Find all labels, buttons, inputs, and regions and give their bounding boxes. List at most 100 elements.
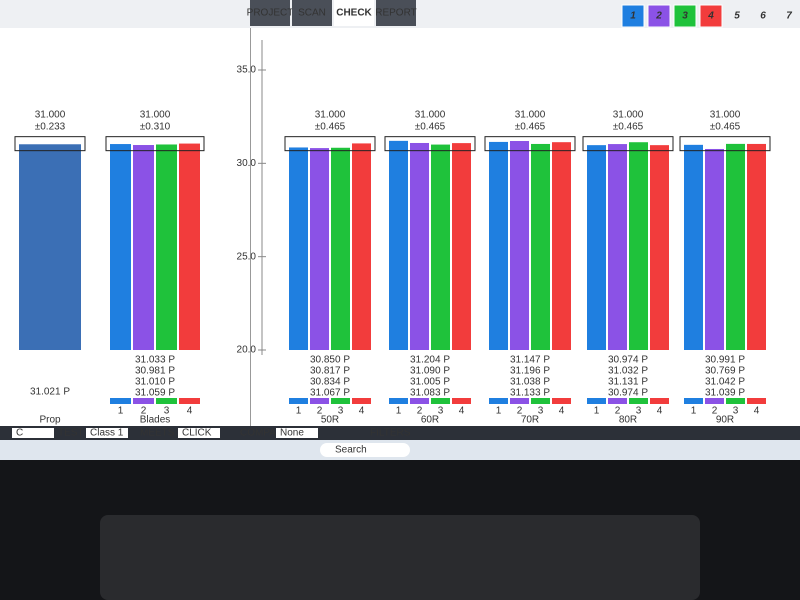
tolerance: ±0.465 xyxy=(613,121,644,132)
target: 31.000 xyxy=(613,109,644,120)
target: 31.000 xyxy=(35,109,66,120)
toolbar-text[interactable]: CLICK xyxy=(182,428,212,439)
bar-label: 2 xyxy=(317,406,323,417)
bar xyxy=(410,142,429,350)
tab-label[interactable]: REPORT xyxy=(375,8,417,19)
tab-label[interactable]: CHECK xyxy=(336,8,372,19)
reading: 31.039 P xyxy=(705,388,745,399)
bar xyxy=(289,147,308,350)
tab[interactable] xyxy=(334,0,374,26)
keyboard xyxy=(100,515,700,600)
legend-swatch xyxy=(684,398,703,404)
tab[interactable] xyxy=(376,0,416,26)
legend-swatch xyxy=(726,398,745,404)
reading: 31.147 P xyxy=(510,355,550,366)
reading: 31.042 P xyxy=(705,377,745,388)
bar xyxy=(331,147,350,350)
bar xyxy=(552,142,571,350)
selector-label[interactable]: 7 xyxy=(786,11,792,22)
bar-label: 4 xyxy=(359,406,365,417)
reading: 30.974 P xyxy=(608,355,648,366)
reading: 30.817 P xyxy=(310,366,350,377)
reading: 31.005 P xyxy=(410,377,450,388)
y-tick-label: 25.0 xyxy=(237,251,257,262)
tolerance: ±0.465 xyxy=(515,121,546,132)
legend-swatch xyxy=(489,398,508,404)
target: 31.000 xyxy=(415,109,446,120)
legend-swatch xyxy=(289,398,308,404)
legend-swatch xyxy=(531,398,550,404)
reading: 31.059 P xyxy=(135,388,175,399)
selector-label[interactable]: 2 xyxy=(655,11,662,22)
legend-swatch xyxy=(650,398,669,404)
reading: 31.090 P xyxy=(410,366,450,377)
bar xyxy=(608,144,627,350)
selector-button[interactable] xyxy=(621,4,645,28)
toolbar-text: TEST xyxy=(58,428,84,439)
bar-label: 2 xyxy=(141,406,147,417)
reading: 31.032 P xyxy=(608,366,648,377)
bar xyxy=(452,143,471,350)
y-tick-label: 30.0 xyxy=(237,158,257,169)
legend-swatch xyxy=(156,398,177,404)
toolbar-field[interactable] xyxy=(276,428,318,438)
tolerance-box xyxy=(484,136,576,152)
legend-swatch xyxy=(431,398,450,404)
toolbar-field[interactable] xyxy=(178,428,220,438)
group-label: Blades xyxy=(140,415,171,426)
selector-label[interactable]: 6 xyxy=(760,11,766,22)
legend-swatch xyxy=(133,398,154,404)
bar-label: 4 xyxy=(754,406,760,417)
legend-swatch xyxy=(587,398,606,404)
bar xyxy=(431,144,450,350)
reading: 30.974 P xyxy=(608,388,648,399)
legend-swatch xyxy=(452,398,471,404)
legend-swatch xyxy=(747,398,766,404)
target: 31.000 xyxy=(515,109,546,120)
selector-label[interactable]: 5 xyxy=(734,11,740,22)
bar-label: 2 xyxy=(615,406,621,417)
toolbar-text[interactable]: Class 1 xyxy=(90,428,124,439)
reading: 31.083 P xyxy=(410,388,450,399)
reading: 31.033 P xyxy=(135,355,175,366)
tolerance: ±0.465 xyxy=(315,121,346,132)
tolerance-box xyxy=(105,136,205,152)
legend-swatch xyxy=(389,398,408,404)
legend-swatch xyxy=(552,398,571,404)
bar xyxy=(684,144,703,350)
selector-label[interactable]: 3 xyxy=(682,11,688,22)
tab[interactable] xyxy=(250,0,290,26)
bar-label: 3 xyxy=(338,406,344,417)
reading: 30.850 P xyxy=(310,355,350,366)
search-box[interactable] xyxy=(320,443,410,457)
reading: 31.131 P xyxy=(608,377,648,388)
toolbar-field[interactable] xyxy=(12,428,54,438)
bar xyxy=(489,141,508,350)
reading: 31.133 P xyxy=(510,388,550,399)
bar-label: 1 xyxy=(118,406,124,417)
selector-button[interactable] xyxy=(647,4,671,28)
selector-label[interactable]: 1 xyxy=(630,11,636,22)
selector-button[interactable] xyxy=(673,4,697,28)
reading: 30.991 P xyxy=(705,355,745,366)
legend-swatch xyxy=(705,398,724,404)
y-tick-label: 35.0 xyxy=(237,65,257,76)
legend-swatch xyxy=(179,398,200,404)
legend-swatch xyxy=(629,398,648,404)
toolbar-field[interactable] xyxy=(86,428,128,438)
reading: 31.196 P xyxy=(510,366,550,377)
bar xyxy=(19,144,81,350)
toolbar-text[interactable]: None xyxy=(280,428,304,439)
toolbar-text[interactable]: C xyxy=(16,428,23,439)
target: 31.000 xyxy=(140,109,171,120)
legend-swatch xyxy=(510,398,529,404)
tab-label[interactable]: SCAN xyxy=(298,8,326,19)
search-text[interactable]: Search xyxy=(335,445,367,456)
group-label: 80R xyxy=(619,415,637,426)
tab-label[interactable]: PROJECT xyxy=(247,8,294,19)
selector-button[interactable] xyxy=(699,4,723,28)
tab[interactable] xyxy=(292,0,332,26)
bar-label: 4 xyxy=(459,406,465,417)
selector-label[interactable]: 4 xyxy=(707,11,714,22)
reading: 31.010 P xyxy=(135,377,175,388)
